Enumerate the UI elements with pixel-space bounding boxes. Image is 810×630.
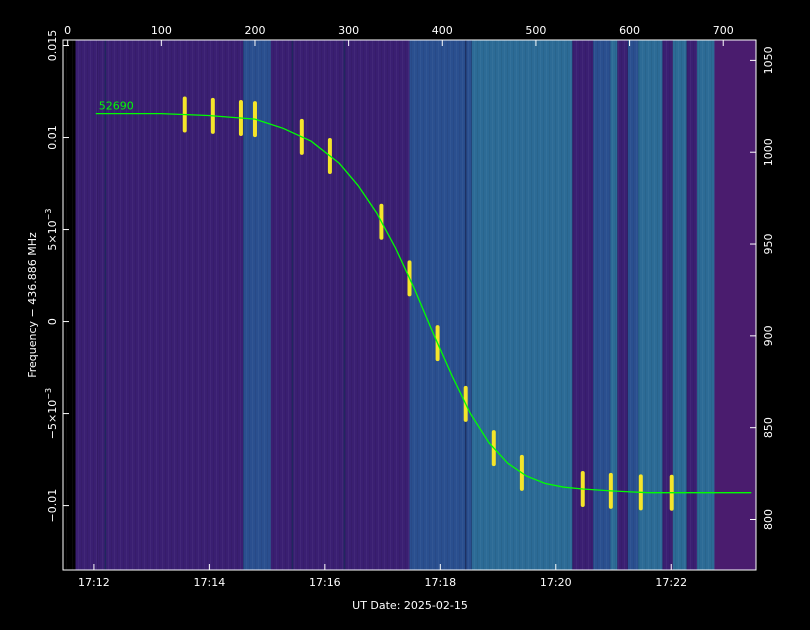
channel-line [343,40,346,570]
axes-layer: 0 100 200 300 400 500 600 700 17:12 17:14 17:16 17:… [44,24,775,589]
left-tick-label: −0.01 [46,489,59,523]
right-tick-label: 800 [762,509,775,530]
bottom-tick-label: 17:22 [655,576,687,589]
left-tick-label: 0.015 [46,30,59,62]
channel-line [464,40,467,570]
top-tick-label: 500 [525,24,546,37]
right-tick-label: 1000 [762,138,775,166]
top-tick-label: 700 [713,24,734,37]
bottom-tick-label: 17:12 [78,576,110,589]
fit-curve [95,112,752,494]
top-tick-label: 600 [619,24,640,37]
top-tick-label: 100 [151,24,172,37]
top-tick-label: 300 [338,24,359,37]
right-edge-band [714,40,756,570]
series-label: 52690 [99,100,134,113]
bottom-tick-label: 17:18 [424,576,456,589]
top-tick-label: 200 [244,24,265,37]
right-tick-label: 850 [762,417,775,438]
right-tick-label: 900 [762,325,775,346]
plot-area [63,40,756,570]
top-tick-label: 0 [64,24,71,37]
tick-exponent: −3 [44,388,53,400]
tick-exponent: −3 [44,209,53,221]
left-tick-label: 0.01 [46,125,59,150]
bottom-tick-label: 17:14 [194,576,226,589]
left-tick-label: 0 [46,318,59,325]
right-tick-label: 1050 [762,46,775,74]
channel-line [104,40,107,570]
bottom-tick-label: 17:20 [540,576,572,589]
noise-texture [63,40,756,570]
bottom-tick-label: 17:16 [309,576,341,589]
right-tick-label: 950 [762,234,775,255]
plot-frame [62,39,757,571]
x-axis-title: UT Date: 2025-02-15 [352,599,468,612]
left-tick-label: −5×10−3 [44,388,59,439]
y-axis-title: Frequency − 436.886 MHz [26,232,39,378]
top-tick-label: 400 [432,24,453,37]
channel-line [291,40,294,570]
fit-layer: 52690 [95,100,752,494]
